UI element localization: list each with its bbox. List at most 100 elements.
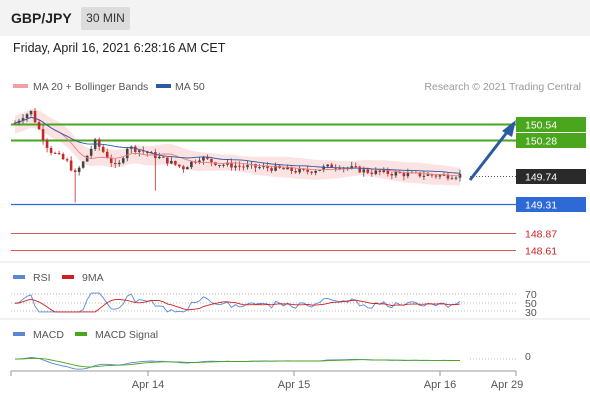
candle-body [178,164,181,167]
candle-body [170,160,173,164]
candle-body [226,162,229,165]
price-levels: 150.54 150.28 149.74 149.31 148.87 148.61 [11,117,586,258]
candle-body [162,156,165,158]
rsi-lines [14,292,461,313]
candle-body [33,110,37,123]
legend-rsi-ma: 9MA [82,272,104,284]
candle-body [386,170,390,174]
forecast-arrow [468,120,516,181]
rsi-ma-line [14,298,461,313]
candle-body [202,157,205,161]
candle-body [198,160,201,163]
candle-body [186,167,189,170]
chart-header: GBP/JPY 30 MIN [0,0,590,36]
candle-body [69,160,73,171]
legend-swatch-ma50 [156,84,171,88]
candle-body [234,165,237,168]
candle-body [306,169,309,172]
rsi-tick-70: 70 [525,289,537,301]
candle-body [77,167,81,172]
level-label-box [516,169,586,184]
candle-body [298,168,301,173]
level-label: 148.61 [525,246,557,258]
candle-body [73,170,77,172]
candle-body [133,146,137,152]
candle-body [65,159,69,161]
legend-swatch-macd-signal [75,332,87,336]
candle-body [378,170,382,172]
candle-body [442,174,446,176]
candle-body [222,164,225,166]
candle-body [318,169,321,171]
candle-body [246,165,249,168]
level-label: 150.54 [525,120,557,132]
candle-body [113,163,117,165]
candle-body [105,151,109,158]
macd-lines [14,357,461,370]
candle-body [274,165,277,171]
candle-body [270,168,273,171]
candle-body [81,161,85,168]
level-label-box [516,133,586,148]
candle-body [290,167,293,171]
candle-body [121,158,125,163]
candle-body [406,172,410,177]
candle-body [326,164,329,167]
candle-body [314,170,317,173]
candle-body [242,166,245,168]
candle-body [438,175,442,177]
timeframe-button[interactable]: 30 MIN [81,7,130,30]
candle-body [174,160,177,165]
candle-body [310,171,313,173]
candle-body [166,157,169,164]
candle-body [430,174,434,176]
candle-body [101,146,105,152]
candle-body [61,153,65,160]
candle-body [238,165,241,167]
candle-body [258,167,261,169]
legend-ma50: MA 50 [175,81,205,93]
level-label: 149.31 [525,200,557,212]
candle-body [45,140,49,148]
credit-label: Research © 2021 Trading Central [424,81,581,93]
candle-body [210,158,213,163]
candle-body [125,148,129,159]
candle-body [394,172,398,176]
forecast-arrow-shaft [468,130,510,181]
candle-body [286,167,289,170]
candle-body [434,175,438,177]
candle-body [230,162,233,168]
candle-body [338,167,342,169]
candle-body [266,166,269,169]
candle-body [354,166,358,168]
candle-body [57,152,61,154]
rsi-tick-30: 30 [525,307,537,319]
candle-body [53,152,57,154]
macd-tick-0: 0 [525,351,531,363]
candle-body [350,166,354,168]
level-label: 148.87 [525,229,557,241]
candle-body [390,173,394,176]
candle-body [49,147,53,153]
rsi-line [14,292,461,313]
candle-body [29,110,33,115]
candle-body [358,166,362,173]
candle-body [97,139,101,147]
candle-body [342,167,346,169]
macd-signal-line [15,357,460,368]
candle-body [422,175,426,177]
candle-body [362,169,366,173]
legend-macd: MACD [33,329,64,341]
candle-body [117,162,121,165]
legend-swatch-macd [13,332,25,336]
candle-body [13,122,17,124]
ma20-line [14,116,461,177]
candle-body [254,164,257,168]
candlesticks [13,107,462,203]
x-tick-label: Apr 16 [424,379,456,391]
candle-body [206,157,209,159]
candle-body [418,172,422,177]
level-label: 149.74 [525,172,557,184]
forecast-arrow-head [502,120,516,137]
candle-body [402,173,406,177]
